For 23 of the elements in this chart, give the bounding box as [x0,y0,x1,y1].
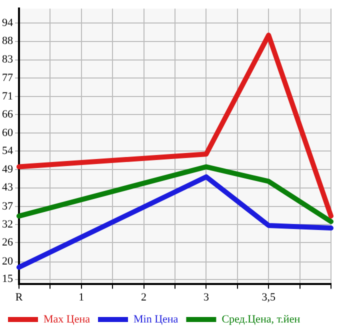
y-tick-label: 88 [2,35,14,48]
y-tick-label: 83 [2,54,14,66]
y-tick-label: 32 [2,218,13,230]
legend-label: Max Цена [44,313,90,326]
y-tick-label: 49 [2,163,14,176]
y-tick-label: 71 [2,90,13,102]
y-tick-label: 94 [2,17,14,30]
y-tick-label: 66 [2,108,14,120]
x-tick-label: 3 [203,291,210,304]
x-tick-label: 1 [78,291,84,304]
legend-label: Сред.Цена, т.йен [222,313,300,326]
legend-label: Min Цена [134,313,178,326]
y-tick-label: 60 [2,126,14,139]
y-tick-label: 20 [2,256,14,268]
y-tick-label: 26 [2,236,14,249]
y-tick-label: 37 [2,200,14,213]
y-tick-label: 15 [2,273,14,286]
x-tick-label: 3,5 [262,291,276,304]
x-tick-label: 2 [141,291,147,304]
x-tick-label: R [15,291,24,304]
y-tick-label: 77 [2,72,14,84]
y-tick-label: 54 [2,145,14,158]
y-tick-label: 43 [2,182,14,194]
